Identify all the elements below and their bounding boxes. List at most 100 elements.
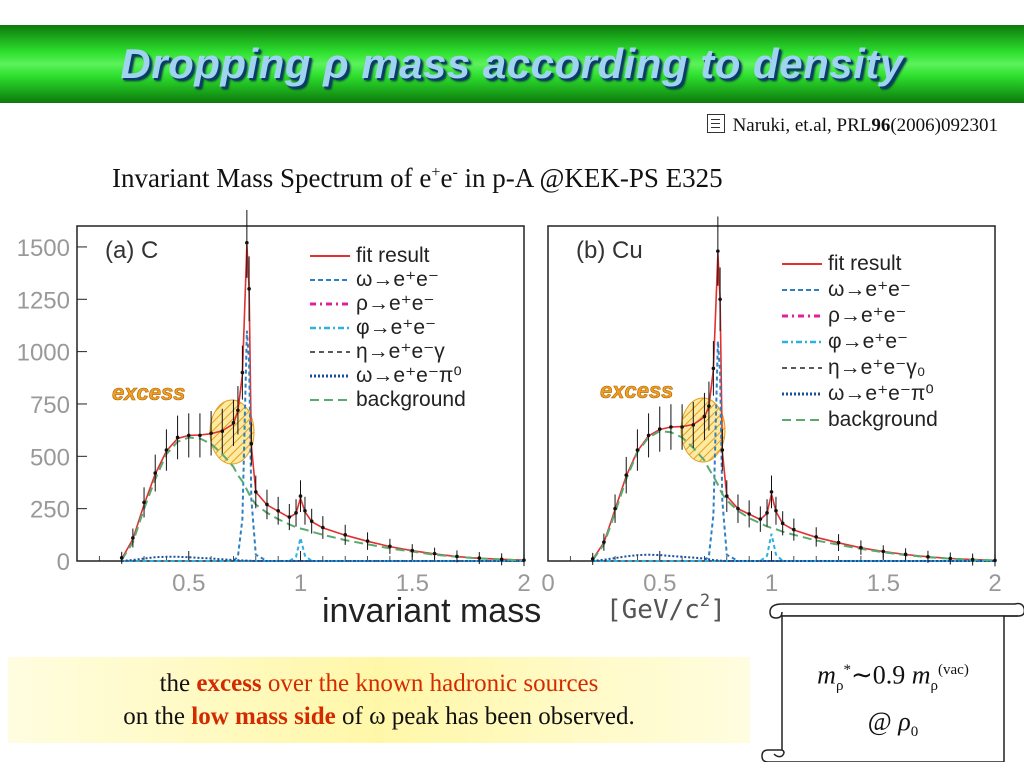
data-point (718, 297, 722, 302)
legend-entry: ω→e⁺e⁻ (828, 278, 911, 301)
data-point (769, 490, 774, 494)
data-point (287, 515, 292, 519)
data-point (590, 557, 595, 561)
y-tick-label: 250 (30, 497, 70, 524)
data-point (859, 545, 863, 550)
series-line (121, 244, 525, 561)
x-axis-label: invariant mass (322, 592, 541, 630)
data-point (231, 421, 236, 425)
data-point (680, 425, 684, 429)
data-point (240, 370, 245, 375)
data-point (736, 506, 740, 511)
legend-entry: φ→e⁺e⁻ (356, 316, 436, 339)
conclusion-box: the excess over the known hadronic sourc… (8, 657, 750, 743)
data-point (186, 433, 191, 438)
data-point (725, 494, 729, 498)
data-point (220, 429, 225, 433)
series-line (121, 537, 524, 562)
data-point (343, 533, 348, 537)
data-point (455, 554, 459, 559)
legend-entry: ω→e⁺e⁻ (356, 268, 439, 291)
data-point (903, 552, 908, 557)
x-tick-label: 0.5 (172, 570, 205, 597)
data-point (499, 557, 504, 562)
panel-label: (a) C (105, 237, 158, 264)
data-point (881, 549, 886, 554)
x-tick-label: 2 (517, 570, 530, 597)
data-point (702, 414, 707, 419)
conclusion-line-1: the excess over the known hadronic sourc… (159, 670, 599, 697)
data-point (716, 249, 720, 253)
data-point (410, 548, 415, 553)
data-point (720, 448, 725, 452)
legend-entry: fit result (356, 244, 430, 267)
data-point (236, 408, 240, 413)
data-point (635, 448, 640, 452)
excess-region (680, 397, 726, 463)
panel-carbon: 0.5 1 1.5 2 0 250 500 750 1000 1250 1500 (a) C exces… (17, 210, 531, 597)
data-point (247, 287, 251, 291)
data-point (747, 512, 751, 516)
y-tick-label: 1250 (17, 287, 70, 314)
legend-entry: fit result (828, 252, 902, 275)
data-point (153, 471, 158, 475)
data-point (970, 557, 975, 562)
formula-line-1: mρ*∼0.9 mρ(vac) (817, 660, 969, 694)
data-point (792, 527, 796, 532)
data-point (646, 433, 651, 438)
data-point (303, 508, 307, 513)
data-point (164, 448, 169, 452)
data-point (254, 490, 258, 494)
data-point (613, 506, 617, 511)
data-point (245, 240, 249, 245)
legend-entry: η→e⁺e⁻γ₀ (828, 356, 925, 379)
data-point (765, 511, 769, 515)
data-point (249, 441, 254, 446)
data-point (948, 556, 953, 561)
data-point (198, 433, 202, 438)
legend-entry: φ→e⁺e⁻ (828, 330, 908, 353)
y-tick-label: 1500 (17, 235, 70, 262)
data-point (624, 473, 629, 477)
data-point (657, 427, 662, 431)
legend-entry: background (828, 408, 938, 431)
title-bar (0, 25, 1024, 103)
data-point (926, 555, 930, 559)
data-point (836, 540, 841, 545)
series-line (592, 553, 995, 562)
x-tick-label: 1.5 (867, 570, 900, 597)
data-point (522, 558, 526, 562)
data-point (758, 517, 763, 521)
data-point (711, 366, 716, 371)
slide-title: Dropping ρ mass according to density (120, 40, 904, 87)
data-point (276, 508, 280, 513)
excess-label: excess (600, 378, 673, 403)
data-point (119, 556, 124, 560)
data-point (265, 502, 269, 507)
chart-heading: Invariant Mass Spectrum of e+e- in p-A @… (112, 163, 723, 193)
y-tick-label: 0 (57, 549, 70, 576)
data-point (309, 519, 314, 524)
data-point (388, 544, 392, 549)
x-tick-label: 1 (765, 570, 778, 597)
data-point (131, 536, 135, 540)
data-point (602, 540, 606, 544)
data-point (365, 539, 370, 543)
legend-entry: ω→e⁺e⁻π⁰ (828, 382, 934, 405)
panel-label: (b) Cu (576, 237, 643, 264)
data-point (209, 431, 213, 436)
data-point (477, 556, 482, 560)
data-point (432, 551, 437, 556)
mass-formula: mρ*∼0.9 mρ(vac) @ ρ0 (778, 652, 1008, 750)
legend-entry: ρ→e⁺e⁻ (356, 292, 434, 315)
panel-copper: 0 0.5 1 1.5 2 (b) Cu excess fit result ω→e⁺e⁻ ρ→e… (541, 216, 1002, 597)
data-point (294, 511, 298, 515)
x-tick-label: 1 (294, 570, 307, 597)
series-line (121, 555, 524, 562)
data-point (691, 423, 696, 427)
legend-entry: background (356, 388, 466, 411)
series-line (120, 436, 525, 562)
data-point (669, 425, 673, 429)
data-point (175, 435, 180, 440)
